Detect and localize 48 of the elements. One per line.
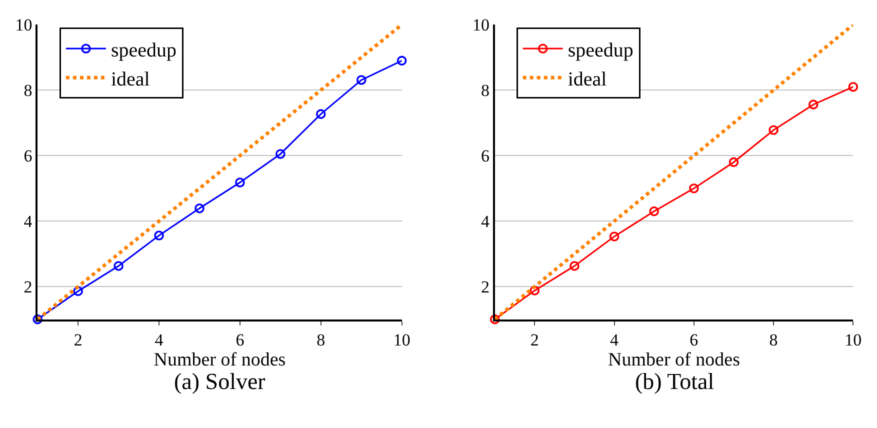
x-axis-title: Number of nodes: [154, 350, 286, 371]
x-tick-label: 4: [610, 330, 620, 350]
point: [530, 286, 540, 296]
y-tick-label: 4: [480, 212, 490, 232]
y-tick-label: 8: [480, 81, 490, 100]
point: [32, 314, 43, 324]
x-tick-label: 6: [236, 330, 244, 350]
point: [689, 183, 699, 194]
point: [728, 157, 739, 168]
point: [649, 206, 660, 216]
y-tick-label: 4: [24, 212, 33, 232]
x-tick-label: 8: [316, 330, 326, 350]
text: (b) Total: [635, 369, 714, 394]
point: [73, 286, 83, 296]
x-tick-label: 6: [690, 330, 698, 350]
y-tick-label: 6: [24, 146, 32, 166]
x-tick-label: 10: [393, 330, 410, 350]
x-tick-label: 10: [844, 330, 862, 350]
point: [808, 100, 818, 110]
text: (a) Solver: [174, 369, 266, 394]
legend-label: ideal: [110, 68, 150, 90]
x-tick-label: 4: [154, 330, 164, 350]
point: [396, 56, 407, 66]
legend-label: speedup: [568, 39, 634, 62]
y-tick-label: 6: [480, 146, 490, 166]
point: [316, 109, 326, 119]
x-axis-title: Number of nodes: [608, 350, 740, 371]
point: [570, 261, 580, 271]
legend-label: ideal: [568, 68, 608, 90]
point: [154, 230, 164, 240]
legend-label: speedup: [110, 39, 177, 62]
point: [114, 261, 124, 271]
point: [276, 149, 286, 159]
point: [490, 314, 500, 324]
point: [235, 178, 245, 188]
point: [194, 203, 204, 214]
y-tick-label: 10: [472, 16, 490, 35]
y-tick-label: 2: [24, 278, 32, 297]
y-tick-label: 8: [24, 81, 32, 100]
y-tick-label: 10: [15, 16, 32, 35]
point: [609, 232, 620, 242]
point: [848, 82, 858, 92]
x-tick-label: 2: [74, 330, 82, 350]
x-tick-label: 8: [769, 330, 778, 350]
y-tick-label: 2: [480, 278, 490, 297]
point: [356, 75, 366, 85]
x-tick-label: 2: [530, 330, 539, 350]
point: [768, 125, 778, 135]
